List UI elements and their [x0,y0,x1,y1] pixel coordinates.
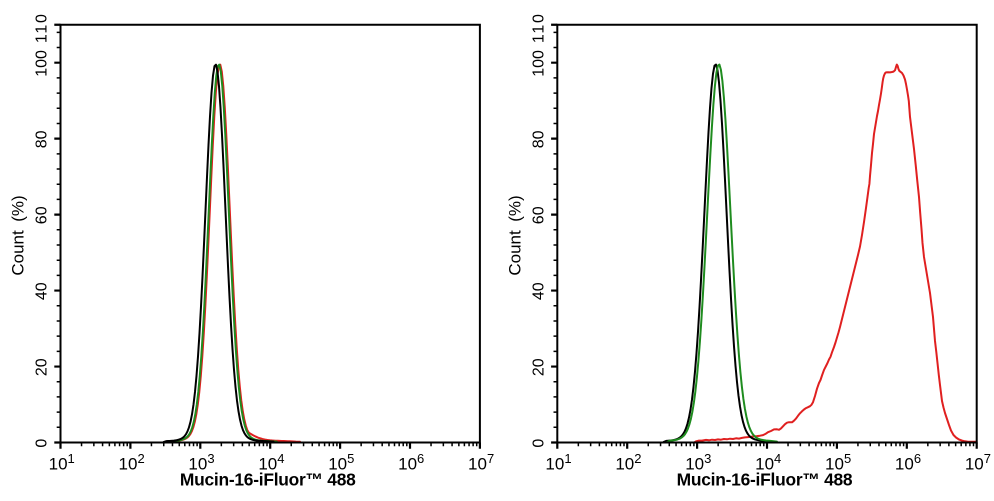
svg-text:Mucin-16-iFluor™ 488: Mucin-16-iFluor™ 488 [677,470,853,490]
svg-text:Count (%): Count (%) [9,195,28,275]
svg-text:Mucin-16-iFluor™ 488: Mucin-16-iFluor™ 488 [180,470,356,490]
svg-text:20: 20 [530,358,547,376]
svg-text:40: 40 [34,282,51,300]
svg-text:Count (%): Count (%) [505,195,524,275]
svg-text:0: 0 [530,439,547,448]
svg-text:100: 100 [34,50,51,77]
svg-text:60: 60 [34,206,51,224]
svg-text:110: 110 [530,12,547,43]
svg-text:0: 0 [34,439,51,448]
svg-text:100: 100 [530,50,547,77]
svg-text:80: 80 [34,130,51,148]
svg-text:60: 60 [530,206,547,224]
svg-text:80: 80 [530,130,547,148]
svg-text:110: 110 [34,12,51,43]
svg-text:40: 40 [530,282,547,300]
svg-text:20: 20 [34,358,51,376]
